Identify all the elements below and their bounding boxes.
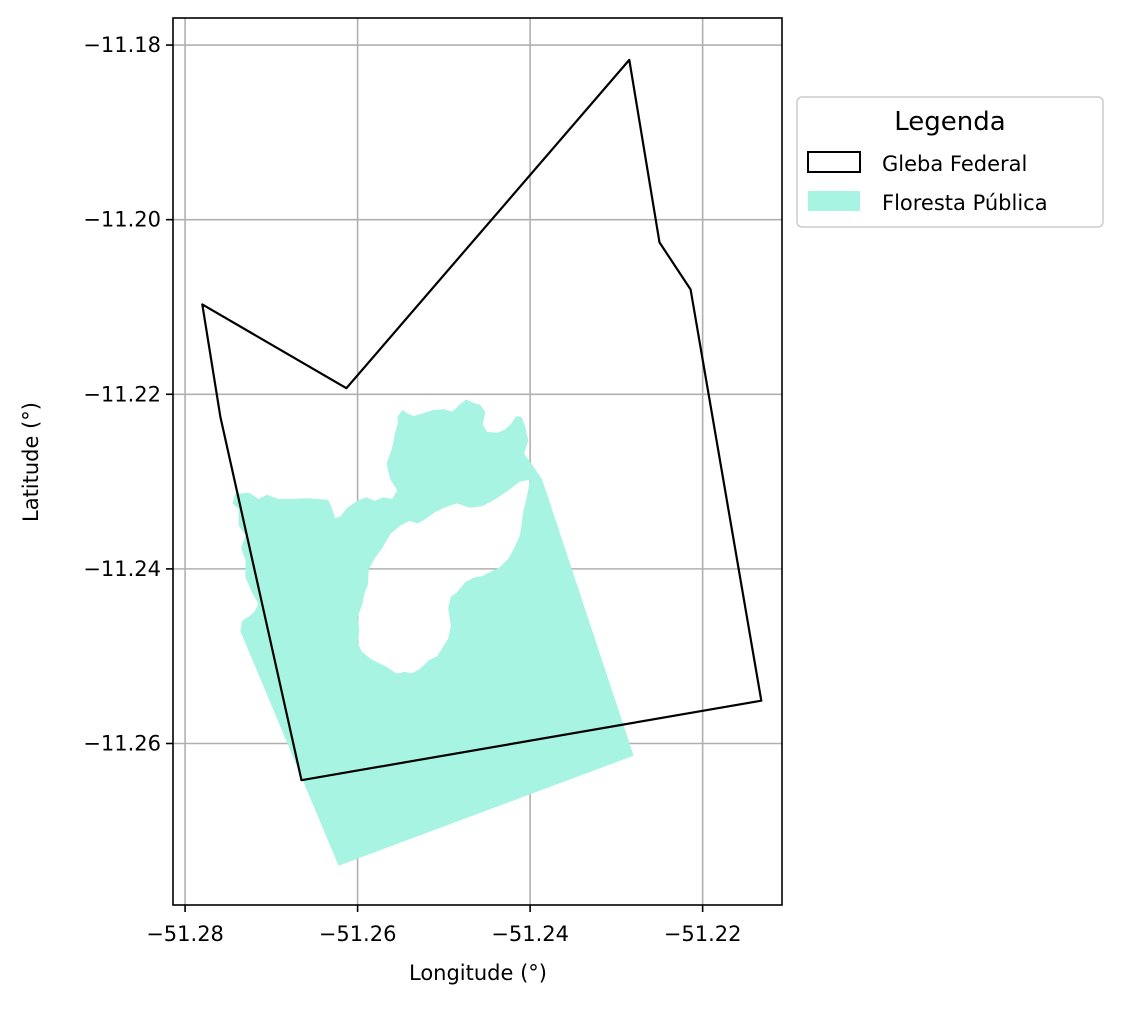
y-tick-label: −11.22 xyxy=(83,382,161,406)
y-tick-label: −11.24 xyxy=(83,557,161,581)
gleba-federal-polygon xyxy=(201,58,763,782)
legend-label-floresta-publica: Floresta Pública xyxy=(882,191,1048,215)
x-tick-label: −51.26 xyxy=(319,922,397,946)
legend-frame xyxy=(796,96,1104,228)
x-axis-label: Longitude (°) xyxy=(409,961,547,985)
legend-swatch-gleba-federal xyxy=(807,151,861,173)
x-tick-label: −51.28 xyxy=(146,922,224,946)
y-axis-label: Latitude (°) xyxy=(19,402,43,522)
y-tick-label: −11.20 xyxy=(83,208,161,232)
legend-swatch-floresta-publica xyxy=(808,191,860,211)
y-tick-label: −11.26 xyxy=(83,731,161,755)
legend: Legenda Gleba Federal Floresta Pública xyxy=(796,96,1104,228)
floresta-publica-polygon xyxy=(232,399,634,866)
legend-label-gleba-federal: Gleba Federal xyxy=(882,152,1027,176)
plot-frame xyxy=(172,17,783,906)
axis-ticks: −51.28 −51.26 −51.24 −51.22 −11.18 −11.20 −11.… xyxy=(83,33,741,946)
legend-title: Legenda xyxy=(894,107,1005,137)
x-tick-label: −51.24 xyxy=(491,922,569,946)
y-tick-label: −11.18 xyxy=(83,33,161,57)
x-tick-label: −51.22 xyxy=(664,922,742,946)
